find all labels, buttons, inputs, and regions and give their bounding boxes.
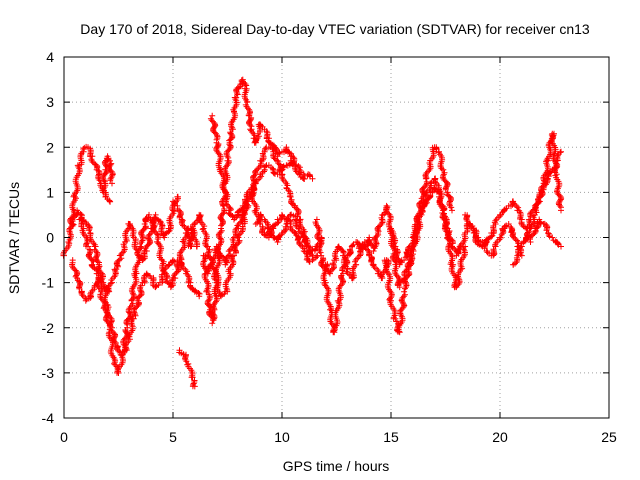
marker-set-track-q: [510, 130, 565, 268]
axis-ticks: [63, 56, 610, 419]
y-axis-label: SDTVAR / TECUs: [6, 182, 22, 294]
marker-set-track-f: [176, 347, 198, 390]
y-tick-label: -4: [42, 410, 55, 426]
x-tick-label: 5: [169, 429, 177, 445]
x-axis-label: GPS time / hours: [283, 458, 390, 474]
data-points: [60, 76, 565, 390]
series-track-f: [176, 347, 198, 390]
series-track-o: [387, 175, 469, 291]
y-tick-label: 1: [46, 184, 54, 200]
marker-set-track-c: [99, 153, 116, 196]
series-track-i: [207, 112, 316, 259]
y-tick-label: -2: [42, 320, 55, 336]
marker-set-track-r: [526, 216, 564, 250]
y-tick-label: 0: [46, 230, 54, 246]
y-tick-label: -1: [42, 275, 55, 291]
y-tick-label: -3: [42, 365, 55, 381]
series-track-b: [67, 143, 114, 232]
series-track-r: [526, 216, 564, 250]
marker-set-track-e: [76, 211, 201, 376]
series-track-e: [76, 211, 201, 376]
y-tick-label: 4: [46, 49, 54, 65]
marker-set-track-b: [67, 143, 114, 232]
y-tick-label: 3: [46, 94, 54, 110]
x-tick-label: 0: [60, 429, 68, 445]
chart-title: Day 170 of 2018, Sidereal Day-to-day VTE…: [80, 21, 590, 37]
series-track-k: [252, 211, 325, 254]
x-tick-label: 15: [383, 429, 399, 445]
tick-labels: 0 5 10 15 20 25 -4 -3 -2 -1 0 1 2 3 4: [42, 49, 617, 445]
x-tick-label: 20: [492, 429, 508, 445]
series-track-q: [510, 130, 565, 268]
marker-set-track-o: [387, 175, 469, 291]
x-tick-label: 25: [601, 429, 617, 445]
x-tick-label: 10: [274, 429, 290, 445]
marker-set-track-i: [207, 112, 316, 259]
y-tick-label: 2: [46, 139, 54, 155]
series-track-c: [99, 153, 116, 196]
marker-set-track-k: [252, 211, 325, 254]
